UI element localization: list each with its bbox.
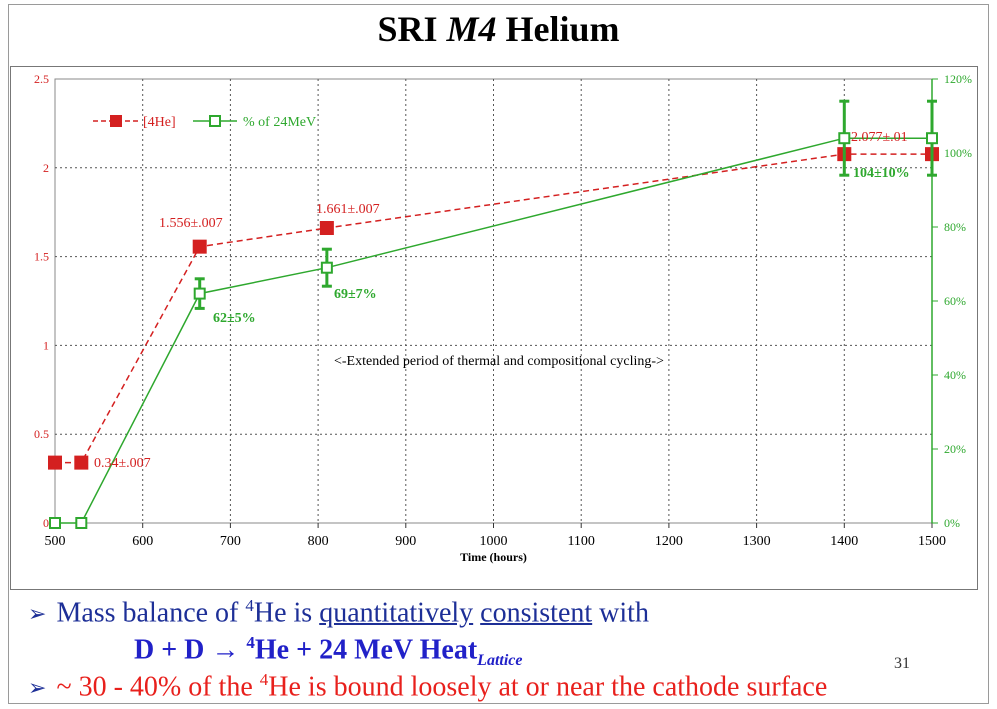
helium-chart: 500 600 700 800 900 1000 1100 1200 1300 1400 1500 0… [34, 72, 972, 564]
data-point [74, 455, 89, 470]
b2-mid: He + 24 MeV Heat [254, 634, 478, 666]
x-tick-label: 1400 [830, 534, 858, 549]
slide-title: SRI M4 Helium [0, 8, 997, 50]
data-point [320, 261, 333, 274]
legend-label: [4He] [143, 115, 176, 130]
y-left-tick-label: 2 [43, 161, 49, 175]
data-point [926, 132, 938, 145]
chart-annotation: 1.556±.007 [159, 216, 223, 231]
bullet-bound-loosely: ➢ ~ 30 - 40% of the 4He is bound loosely … [28, 670, 827, 703]
chart-annotation: 0.34±.007 [94, 456, 151, 471]
y-right-tick-label: 80% [944, 220, 966, 234]
x-axis-label: Time (hours) [460, 550, 527, 564]
x-tick-label: 800 [308, 534, 329, 549]
x-tick-label: 1100 [567, 534, 594, 549]
reaction-equation: D + D → 4He + 24 MeV HeatLattice [134, 633, 522, 670]
y-left-tick-label: 1 [43, 338, 49, 352]
chart-annotation: 2.077±.01 [851, 130, 908, 145]
y-left-tick-label: 0 [43, 516, 49, 530]
title-prefix: SRI [377, 9, 447, 49]
bullet-arrow-icon: ➢ [28, 601, 47, 627]
b2-sub: Lattice [477, 651, 523, 669]
b2-pre: D + D [134, 634, 212, 666]
title-suffix: Helium [496, 9, 620, 49]
x-tick-label: 1300 [743, 534, 771, 549]
b3-pre: ~ 30 - 40% of the [56, 671, 260, 703]
b1-underlined-1: quantitatively [319, 597, 474, 629]
slide-frame [8, 4, 989, 704]
x-tick-label: 500 [45, 534, 66, 549]
y-right-tick-label: 120% [944, 72, 972, 86]
legend-marker [110, 115, 122, 127]
chart-annotation: 104±10% [853, 166, 910, 181]
chart-frame: 500 600 700 800 900 1000 1100 1200 1300 1400 1500 0… [10, 66, 978, 590]
b1-sup: 4 [245, 596, 254, 615]
chart-annotation: <-Extended period of thermal and composi… [334, 354, 664, 369]
y-right-tick-label: 60% [944, 294, 966, 308]
x-tick-label: 1200 [655, 534, 683, 549]
x-tick-label: 1000 [480, 534, 508, 549]
x-tick-label: 900 [395, 534, 416, 549]
bullet-arrow-icon: ➢ [28, 675, 47, 701]
b3-sup: 4 [259, 670, 269, 689]
chart-annotation: 62±5% [213, 311, 256, 326]
legend-marker [209, 115, 221, 127]
y-left-tick-label: 0.5 [34, 427, 49, 441]
chart-annotation: 1.661±.007 [316, 202, 380, 217]
reaction-arrow-icon: → [211, 634, 240, 666]
b1-pre: Mass balance of [56, 597, 246, 629]
title-italic: M4 [446, 9, 497, 49]
y-left-tick-label: 1.5 [34, 250, 49, 264]
y-right-tick-label: 0% [944, 516, 960, 530]
data-point [192, 239, 207, 254]
b2-sup: 4 [246, 633, 255, 652]
y-left-tick-label: 2.5 [34, 72, 49, 86]
y-right-tick-label: 20% [944, 442, 966, 456]
y-right-tick-label: 40% [944, 368, 966, 382]
data-point [75, 517, 88, 529]
bullet-mass-balance: ➢ Mass balance of 4He is quantitatively c… [28, 596, 649, 629]
chart-annotation: 69±7% [334, 287, 377, 302]
x-tick-label: 700 [220, 534, 241, 549]
b3-post: He is bound loosely at or near the catho… [268, 671, 828, 703]
x-tick-label: 1500 [918, 534, 946, 549]
data-point [193, 287, 206, 300]
data-point [49, 517, 61, 529]
b1-mid: He is [253, 597, 320, 629]
x-tick-label: 600 [132, 534, 153, 549]
data-point [838, 132, 851, 145]
data-point [48, 455, 62, 470]
page-number: 31 [894, 655, 910, 672]
b1-underlined-2: consistent [480, 597, 593, 629]
data-point [319, 221, 334, 236]
legend-label: % of 24MeV [243, 115, 316, 130]
b1-post: with [592, 597, 649, 629]
y-right-tick-label: 100% [944, 146, 972, 160]
